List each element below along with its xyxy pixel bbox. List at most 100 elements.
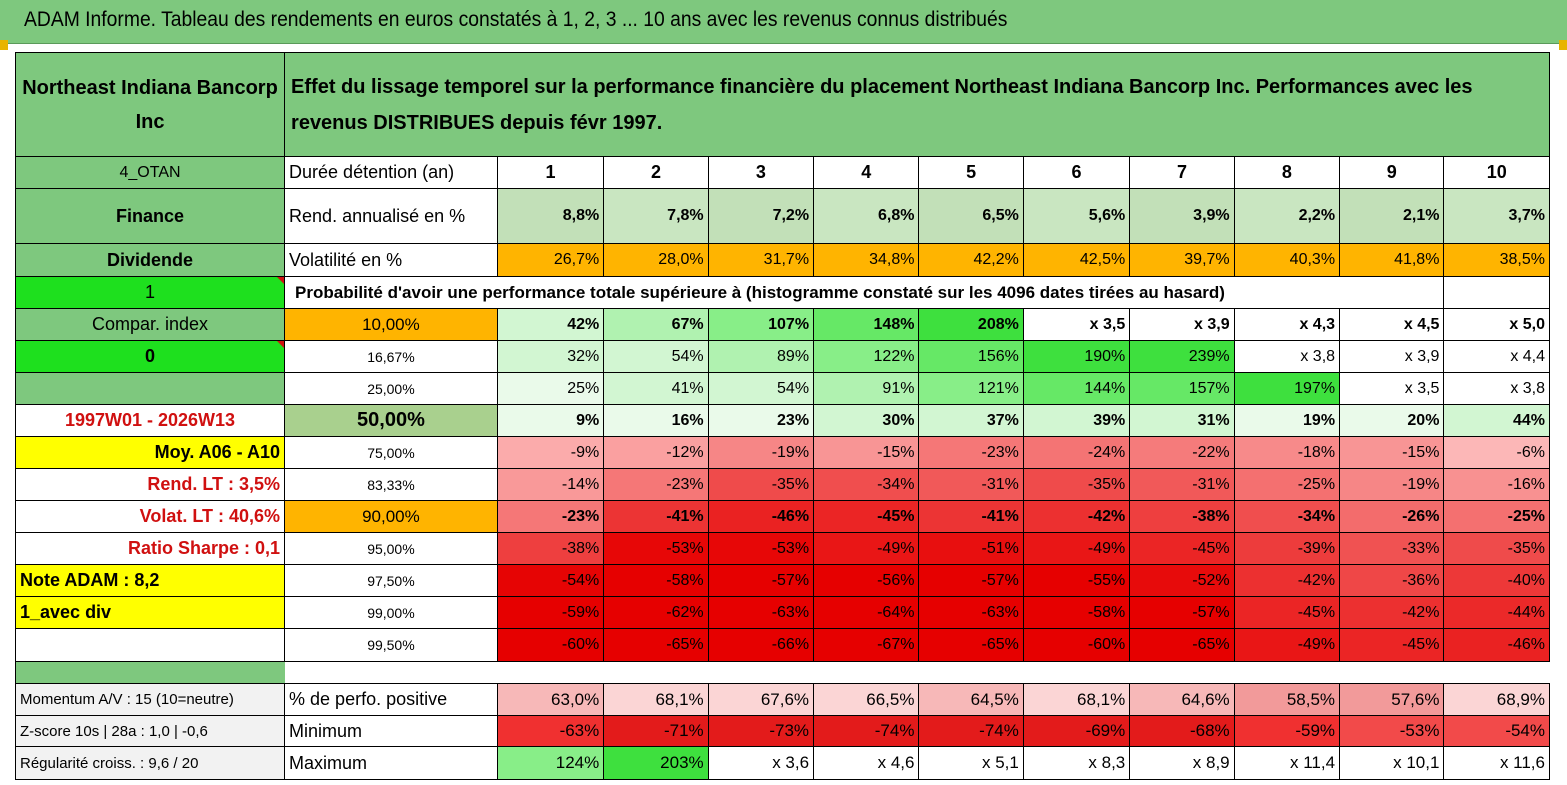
return-cell: 5,6% [1022, 188, 1131, 244]
summary-cell: 63,0% [496, 683, 605, 716]
probability-cell: -45% [1233, 596, 1341, 629]
probability-cell: 9% [496, 404, 605, 437]
year-header: 3 [707, 156, 815, 189]
probability-cell: -38% [1129, 500, 1235, 533]
probability-cell: -31% [918, 468, 1024, 501]
probability-cell: -25% [1443, 500, 1550, 533]
probability-row: Moy. A06 - A10 75,00% -9% -12% -19% -15% -23% -… [14, 436, 1550, 469]
volatility-cell: 38,5% [1443, 243, 1550, 277]
probability-threshold: 97,50% [284, 564, 498, 597]
summary-cell: x 11,6 [1443, 746, 1550, 780]
probability-cell: -35% [1022, 468, 1131, 501]
probability-cell: -52% [1129, 564, 1235, 597]
probability-cell: -15% [813, 436, 920, 469]
probability-cell: -60% [1022, 628, 1131, 662]
probability-threshold: 95,00% [284, 532, 498, 565]
probability-cell: -33% [1339, 532, 1445, 565]
probability-title: Probabilité d'avoir une performance tota… [284, 276, 1445, 309]
volatility-cell: 31,7% [707, 243, 815, 277]
probability-cell: -45% [1129, 532, 1235, 565]
probability-threshold: 75,00% [284, 436, 498, 469]
return-cell: 8,8% [496, 188, 605, 244]
probability-cell: -18% [1233, 436, 1341, 469]
probability-cell: -53% [707, 532, 815, 565]
probability-cell: -40% [1443, 564, 1550, 597]
probability-cell: -58% [1022, 596, 1131, 629]
probability-cell: -16% [1443, 468, 1550, 501]
volatility-cell: 26,7% [496, 243, 605, 277]
probability-threshold: 16,67% [284, 340, 498, 373]
sidebar-zscore: Z-score 10s | 28a : 1,0 | -0,6 [14, 715, 286, 747]
probability-cell: -64% [813, 596, 920, 629]
volatility-cell: 39,7% [1129, 243, 1235, 277]
probability-cell: -12% [603, 436, 709, 469]
probability-cell: -53% [603, 532, 709, 565]
return-cell: 2,2% [1233, 188, 1341, 244]
return-cell: 6,5% [918, 188, 1024, 244]
probability-row: Note ADAM : 8,2 97,50% -54% -58% -57% -56% -57… [14, 564, 1550, 597]
probability-cell: -23% [496, 500, 605, 533]
probability-cell: x 4,3 [1233, 308, 1341, 341]
probability-row: Rend. LT : 3,5% 83,33% -14% -23% -35% -34% -31… [14, 468, 1550, 501]
probability-cell: 144% [1022, 372, 1131, 405]
probability-cell: 121% [918, 372, 1024, 405]
year-header: 5 [918, 156, 1024, 189]
empty-sidebar [14, 372, 286, 405]
probability-cell: 23% [707, 404, 815, 437]
volatility-cell: 40,3% [1233, 243, 1341, 277]
probability-cell: -25% [1233, 468, 1341, 501]
empty-sidebar [14, 628, 286, 662]
summary-label: % de perfo. positive [284, 683, 498, 716]
probability-threshold: 90,00% [284, 500, 498, 533]
sidebar-moy: Moy. A06 - A10 [14, 436, 286, 469]
probability-cell: -6% [1443, 436, 1550, 469]
probability-cell: -19% [707, 436, 815, 469]
summary-cell: 124% [496, 746, 605, 780]
probability-cell: 148% [813, 308, 920, 341]
flag-zero: 0 [14, 340, 286, 373]
year-header: 1 [496, 156, 605, 189]
sidebar-regularite: Régularité croiss. : 9,6 / 20 [14, 746, 286, 780]
probability-cell: 91% [813, 372, 920, 405]
probability-cell: -65% [603, 628, 709, 662]
flag-one: 1 [14, 276, 286, 309]
probability-cell: x 4,4 [1443, 340, 1550, 373]
summary-cell: -74% [813, 715, 920, 747]
probability-cell: -24% [1022, 436, 1131, 469]
summary-cell: 203% [603, 746, 709, 780]
sidebar-rend-lt: Rend. LT : 3,5% [14, 468, 286, 501]
probability-cell: -46% [1443, 628, 1550, 662]
summary-cell: x 5,1 [918, 746, 1024, 780]
summary-cell: -69% [1022, 715, 1131, 747]
return-cell: 3,9% [1129, 188, 1235, 244]
probability-row: Volat. LT : 40,6% 90,00% -23% -41% -46% -45% -… [14, 500, 1550, 533]
summary-cell: x 3,6 [707, 746, 815, 780]
probability-cell: -15% [1339, 436, 1445, 469]
year-header: 2 [603, 156, 709, 189]
sidebar-period: 1997W01 - 2026W13 [14, 404, 286, 437]
summary-cell: 64,5% [918, 683, 1024, 716]
summary-cell: -63% [496, 715, 605, 747]
sidebar-momentum: Momentum A/V : 15 (10=neutre) [14, 683, 286, 716]
header-description: Effet du lissage temporel sur la perform… [284, 52, 1550, 157]
probability-cell: -23% [918, 436, 1024, 469]
probability-row: 1997W01 - 2026W13 50,00% 9% 16% 23% 30% 37% 39%… [14, 404, 1550, 437]
probability-row: Compar. index 10,00% 42% 67% 107% 148% 208% x 3… [14, 308, 1550, 341]
sidebar-avec-div: 1_avec div [14, 596, 286, 629]
probability-cell: -42% [1339, 596, 1445, 629]
probability-cell: -23% [603, 468, 709, 501]
probability-threshold: 50,00% [284, 404, 498, 437]
probability-cell: -34% [813, 468, 920, 501]
summary-cell: 68,1% [603, 683, 709, 716]
sidebar-volat-lt: Volat. LT : 40,6% [14, 500, 286, 533]
summary-cell: x 11,4 [1233, 746, 1341, 780]
probability-cell: -49% [1022, 532, 1131, 565]
title-bar: ADAM Informe. Tableau des rendements en … [0, 0, 1567, 44]
probability-cell: -39% [1233, 532, 1341, 565]
return-cell: 7,8% [603, 188, 709, 244]
summary-label: Maximum [284, 746, 498, 780]
sidebar-sector: Finance [14, 188, 286, 244]
return-cell: 7,2% [707, 188, 815, 244]
probability-cell: -36% [1339, 564, 1445, 597]
probability-cell: -67% [813, 628, 920, 662]
